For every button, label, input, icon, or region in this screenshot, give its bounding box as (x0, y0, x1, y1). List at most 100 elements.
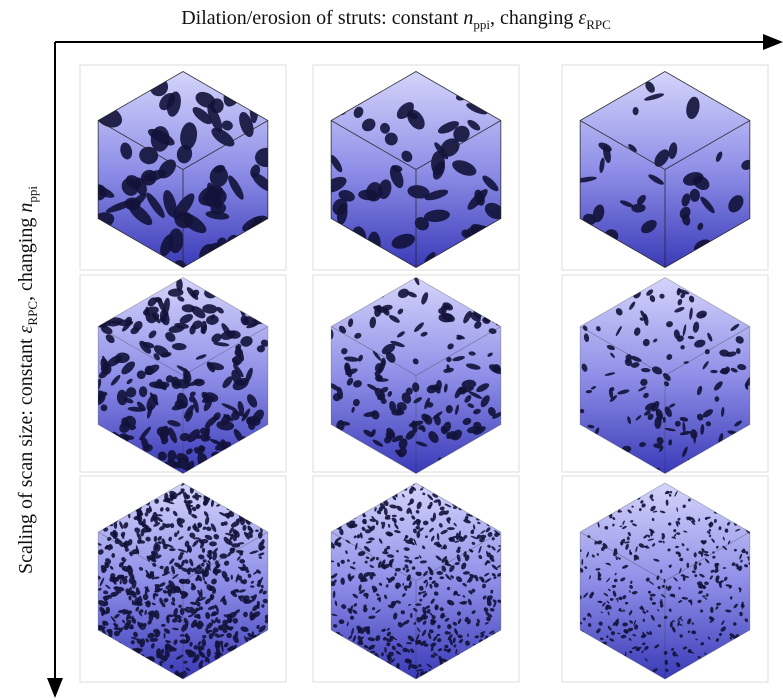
pore (135, 662, 143, 669)
pore (611, 668, 614, 671)
label-part: , changing (490, 7, 578, 29)
pore (225, 488, 232, 494)
pore (91, 461, 108, 473)
pore (687, 458, 694, 466)
pore (249, 646, 255, 652)
pore (577, 429, 588, 440)
pore (341, 435, 353, 448)
pore (365, 287, 369, 297)
pore (485, 460, 498, 471)
pore (584, 641, 588, 644)
pore (350, 659, 356, 668)
pore (237, 443, 247, 461)
pore (491, 505, 500, 513)
pore (215, 491, 224, 500)
pore (256, 638, 265, 647)
pore (736, 94, 754, 110)
pore (641, 489, 646, 493)
pore (127, 285, 139, 292)
pore (617, 502, 620, 504)
pore (246, 437, 259, 453)
pore (490, 457, 505, 463)
pore (234, 496, 240, 503)
pore (232, 249, 256, 284)
label-part: ε (578, 7, 586, 29)
pore (473, 672, 479, 677)
pore (495, 489, 503, 494)
pore (634, 467, 645, 475)
pore (604, 513, 607, 517)
pore (479, 664, 483, 668)
pore (704, 667, 708, 672)
pore (442, 250, 460, 277)
pore (375, 670, 380, 679)
pore (361, 665, 369, 673)
pore (739, 646, 744, 651)
pore (101, 642, 108, 648)
pore (354, 493, 362, 496)
pore (586, 671, 590, 677)
pore (372, 499, 376, 502)
pore (365, 652, 370, 657)
pore (729, 659, 733, 663)
pore (640, 669, 643, 672)
pore (254, 434, 268, 450)
pore (459, 278, 467, 286)
pore (746, 515, 751, 519)
pore (221, 241, 254, 260)
pore (712, 73, 727, 90)
pore (496, 506, 499, 511)
pore (478, 483, 482, 486)
pore (134, 489, 140, 495)
pore (263, 519, 269, 525)
pore (492, 666, 500, 674)
pore (188, 482, 193, 486)
pore (580, 507, 585, 512)
pore (495, 645, 503, 649)
pore (583, 500, 587, 502)
pore (497, 488, 504, 495)
pore (626, 484, 631, 491)
top-label: Dilation/erosion of struts: constant npp… (181, 7, 611, 32)
pore (264, 500, 269, 506)
pore (161, 674, 165, 679)
pore (240, 657, 245, 664)
foam-cube (321, 62, 507, 277)
pore (611, 462, 618, 473)
pore (732, 660, 734, 664)
pore (114, 495, 120, 503)
pore (224, 521, 228, 525)
pore (126, 501, 131, 509)
pore (688, 491, 691, 494)
pore (747, 492, 752, 499)
pore (216, 273, 226, 283)
pore (452, 277, 463, 287)
pore (336, 495, 343, 501)
pore (337, 298, 344, 305)
pore (233, 504, 243, 513)
pore (464, 453, 472, 458)
pore (491, 656, 496, 662)
pore (137, 659, 141, 663)
pore (702, 483, 709, 490)
label-part: n (15, 203, 37, 213)
pore (97, 675, 100, 682)
pore (336, 515, 342, 521)
pore (490, 461, 502, 473)
pore (623, 666, 628, 669)
pore (115, 645, 124, 648)
pore (241, 658, 248, 665)
pore (332, 432, 346, 448)
pore (729, 504, 734, 509)
pore (587, 656, 592, 662)
pore (621, 663, 626, 668)
pore (254, 290, 270, 304)
pore (587, 288, 596, 296)
pore (206, 674, 212, 680)
pore (699, 668, 703, 670)
pore (328, 510, 334, 519)
pore (732, 661, 735, 664)
pore (597, 514, 600, 521)
pore (588, 494, 592, 499)
pore (236, 655, 244, 662)
